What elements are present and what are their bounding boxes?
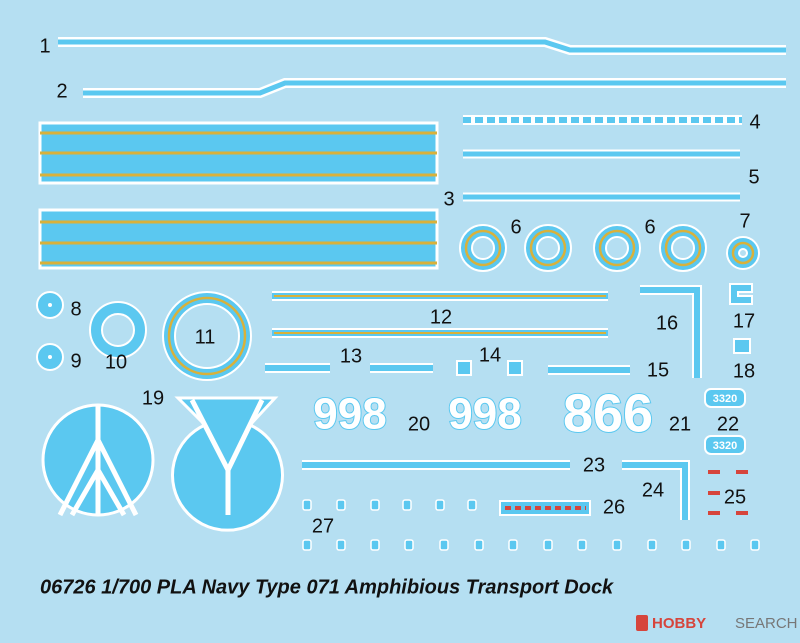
part-number: 14 [479,344,501,366]
part-number: 1 [39,35,50,57]
part-number: 23 [583,454,605,476]
part-number: 11 [195,326,216,348]
part-number: 12 [430,306,452,328]
part-number: 10 [105,351,127,373]
part-number: 5 [748,166,759,188]
decal-number: 998 [448,390,521,439]
caption: 06726 1/700 PLA Navy Type 071 Amphibious… [40,576,614,598]
watermark-brand: HOBBY [652,615,706,632]
part-number: 6 [510,216,521,238]
part-number: 7 [739,210,750,232]
part-number: 9 [70,350,81,372]
part-number: 2 [56,80,67,102]
decal-number: 866 [563,383,653,443]
part-number: 18 [733,360,755,382]
part-number: 17 [733,310,755,332]
part-number: 22 [717,413,739,435]
part-number: 3 [443,188,454,210]
part-number: 4 [749,111,760,133]
part-number: 6 [644,216,655,238]
part-number: 25 [724,486,746,508]
part-number: 21 [669,413,691,435]
decal-shapes [36,37,786,551]
part-number: 8 [70,298,81,320]
part-number: 26 [603,496,625,518]
part-number: 13 [340,345,362,367]
decal-number: 3320 [713,393,737,405]
part-number: 20 [408,413,430,435]
part-number: 19 [142,387,164,409]
decal-number: 998 [313,390,386,439]
part-number: 27 [312,515,334,537]
part-number: 24 [642,479,664,501]
decal-number: 3320 [713,440,737,452]
part-number: 16 [656,312,678,334]
part-number: 15 [647,359,669,381]
logo-icon [636,615,648,631]
watermark-search: SEARCH [735,615,798,632]
